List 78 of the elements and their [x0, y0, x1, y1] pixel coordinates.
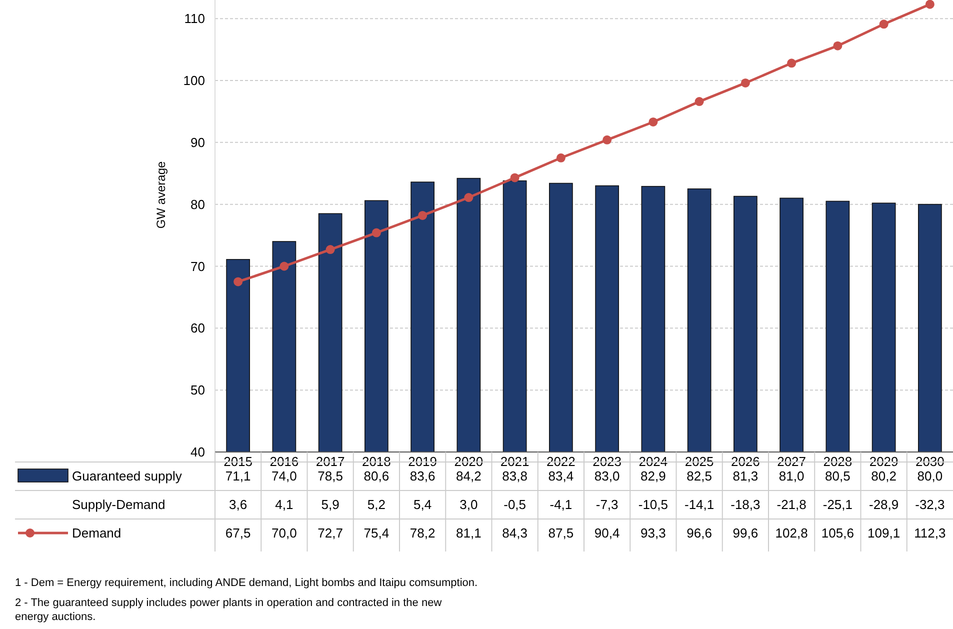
text: 3,0 — [460, 497, 478, 512]
text: -14,1 — [684, 497, 714, 512]
text: -4,1 — [550, 497, 572, 512]
text: 1 - Dem = Energy requirement, including ANDE demand, Light bombs and Itaipu comsumption. — [15, 577, 478, 589]
point — [464, 193, 474, 202]
y-tick-label: 110 — [184, 11, 205, 26]
y-tick-label: 100 — [183, 73, 205, 88]
text: -25,1 — [822, 497, 853, 512]
data-label: 112,3 — [914, 526, 946, 541]
text: -18,3 — [730, 497, 760, 512]
data-label: 93,3 — [640, 526, 666, 541]
text: -28,9 — [868, 497, 899, 512]
data-label: 81,1 — [456, 526, 482, 541]
point — [833, 41, 842, 50]
text: -32,3 — [915, 497, 945, 512]
data-label: 84,2 — [456, 468, 482, 484]
data-label: 81,3 — [732, 468, 758, 484]
point — [418, 210, 428, 220]
data-label: 80,0 — [917, 468, 943, 484]
data-label: 87,5 — [548, 526, 574, 541]
text: -10,5 — [638, 497, 668, 512]
y-tick-label: 40 — [190, 444, 205, 460]
text: 5,2 — [367, 497, 386, 512]
y-tick-label: 90 — [190, 134, 205, 150]
text: 4,1 — [275, 497, 294, 512]
data-label: 83,4 — [548, 468, 574, 484]
point — [740, 78, 750, 88]
data-label: 81,0 — [778, 468, 804, 484]
point — [694, 97, 704, 106]
text: 5,4 — [414, 497, 432, 512]
data-label: 84,3 — [502, 526, 528, 541]
data-label: 74,0 — [272, 468, 297, 484]
point — [280, 262, 289, 271]
data-label: 80,5 — [825, 468, 850, 484]
data-label: 72,7 — [318, 526, 343, 541]
legend-label: Demand — [72, 526, 122, 541]
data-label: 70,0 — [272, 526, 297, 541]
data-label: 99,6 — [732, 526, 758, 541]
data-label: 96,6 — [686, 526, 712, 541]
point — [648, 117, 658, 126]
data-label: 80,6 — [364, 468, 390, 484]
data-label: 102,8 — [775, 526, 808, 541]
data-label: 105,6 — [821, 526, 854, 541]
text: 2 - The guaranteed supply includes power plants in operation and contracted in the new energy auctions. — [15, 597, 442, 623]
data-label: 78,2 — [410, 526, 436, 541]
text: 3,6 — [229, 497, 248, 512]
legend-label: Guaranteed supply — [72, 468, 182, 484]
data-label: 80,2 — [871, 468, 896, 484]
data-label: 67,5 — [225, 526, 251, 541]
text: 5,9 — [321, 497, 340, 512]
text: -7,3 — [596, 497, 618, 512]
y-tick-label: 80 — [190, 196, 205, 212]
data-label: 82,9 — [640, 468, 666, 484]
data-label: 78,5 — [318, 468, 343, 484]
y-tick-label: 60 — [190, 320, 205, 336]
data-label: 71,1 — [225, 468, 251, 484]
point — [234, 277, 243, 286]
point — [925, 0, 934, 9]
data-label: 109,1 — [868, 526, 900, 541]
y-axis-title: GW average — [154, 160, 168, 229]
point — [556, 153, 566, 162]
data-label: 82,5 — [686, 468, 712, 484]
point — [602, 135, 612, 144]
y-tick-label: 50 — [190, 382, 205, 398]
point — [510, 173, 520, 182]
text: -0,5 — [504, 497, 526, 512]
data-label: 90,4 — [594, 526, 620, 541]
data-label: 83,6 — [410, 468, 436, 484]
point — [787, 58, 796, 68]
y-tick-label: 70 — [190, 258, 205, 274]
point — [879, 20, 888, 29]
point — [326, 245, 335, 254]
point — [372, 228, 381, 238]
data-label: 83,0 — [594, 468, 620, 484]
text: -21,8 — [776, 497, 806, 512]
text: Supply-Demand — [72, 497, 166, 512]
data-label: 75,4 — [364, 526, 390, 541]
data-label: 83,8 — [502, 468, 528, 484]
